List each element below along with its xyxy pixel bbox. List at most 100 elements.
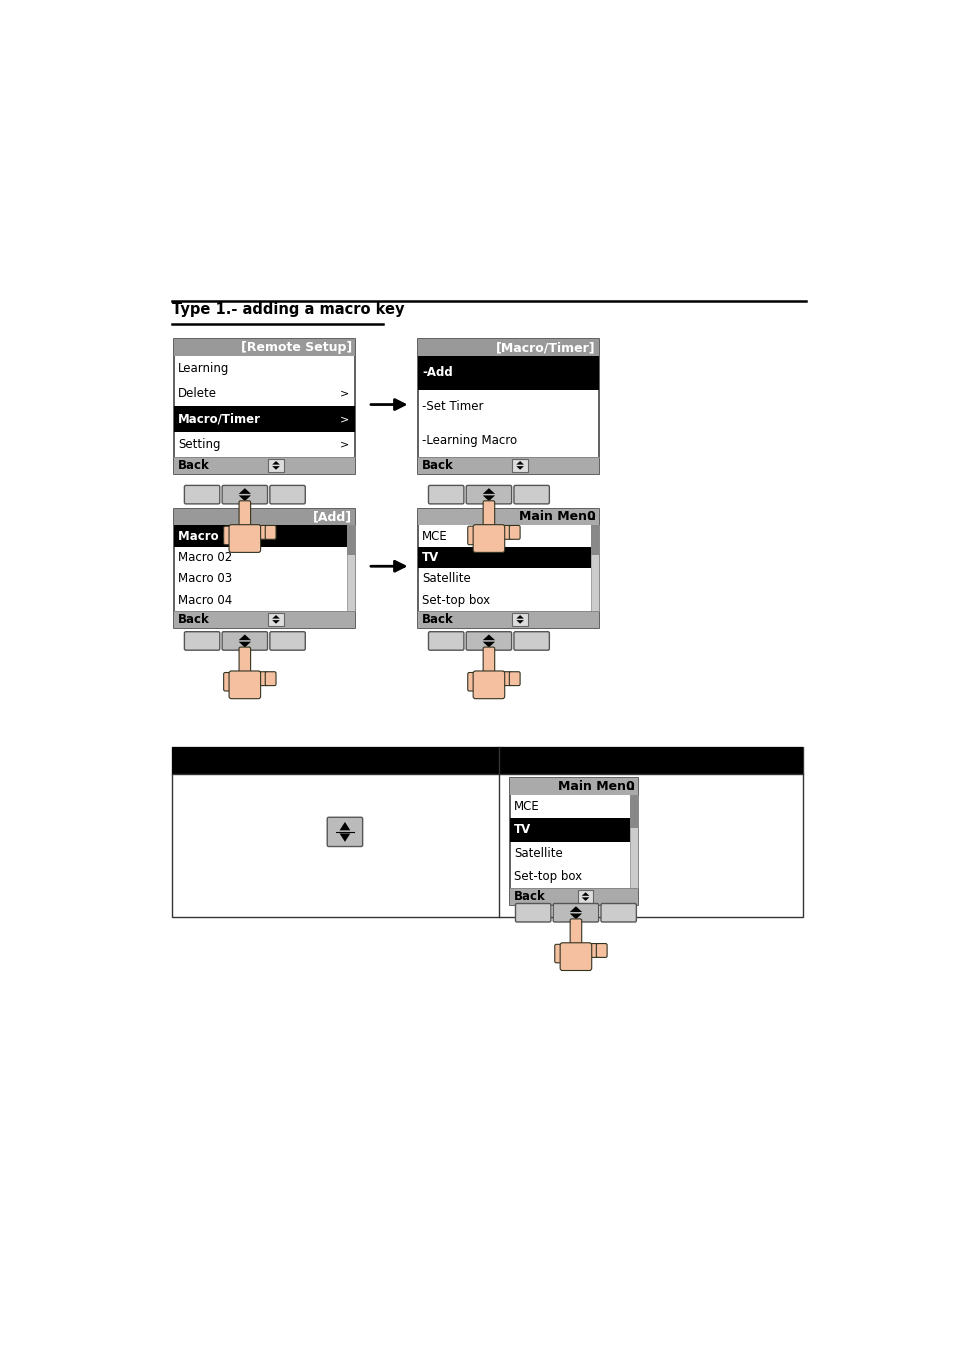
Bar (173, 612, 355, 628)
Text: Macro 02: Macro 02 (177, 551, 232, 564)
Text: Set-top box: Set-top box (514, 869, 582, 883)
Polygon shape (516, 616, 523, 618)
FancyBboxPatch shape (578, 944, 590, 957)
Bar (417, 356, 598, 390)
Polygon shape (238, 495, 251, 501)
Text: Satellite: Satellite (421, 572, 470, 586)
FancyBboxPatch shape (515, 903, 550, 922)
FancyBboxPatch shape (500, 525, 511, 539)
FancyBboxPatch shape (555, 944, 566, 963)
Text: Back: Back (177, 459, 210, 472)
Text: Satellite: Satellite (514, 846, 562, 860)
Bar (591, 525, 598, 612)
Polygon shape (482, 641, 495, 648)
FancyBboxPatch shape (270, 632, 305, 651)
FancyBboxPatch shape (467, 672, 479, 691)
Text: Back: Back (177, 613, 210, 626)
FancyBboxPatch shape (223, 526, 235, 544)
Polygon shape (516, 466, 523, 470)
FancyBboxPatch shape (184, 486, 219, 504)
Bar (173, 509, 355, 628)
FancyBboxPatch shape (466, 632, 511, 651)
Text: -Set Timer: -Set Timer (421, 400, 483, 413)
Text: Main Menu: Main Menu (557, 780, 634, 792)
Text: TV: TV (514, 824, 531, 837)
Bar (629, 795, 637, 828)
Polygon shape (272, 462, 279, 464)
Polygon shape (569, 906, 581, 913)
Bar (512, 459, 527, 471)
Bar (347, 525, 355, 612)
Bar (173, 406, 355, 432)
FancyBboxPatch shape (222, 632, 267, 651)
Polygon shape (482, 489, 495, 494)
Polygon shape (581, 892, 589, 896)
Polygon shape (339, 833, 350, 842)
FancyBboxPatch shape (466, 486, 511, 504)
Bar (417, 509, 598, 628)
Bar (417, 339, 598, 356)
FancyBboxPatch shape (229, 525, 260, 552)
Bar (173, 339, 355, 356)
FancyBboxPatch shape (265, 672, 275, 686)
Bar (173, 456, 355, 474)
Polygon shape (238, 489, 251, 494)
Bar (417, 547, 591, 568)
Text: Macro/Timer: Macro/Timer (177, 413, 260, 425)
Text: >: > (339, 439, 349, 450)
FancyBboxPatch shape (239, 501, 251, 528)
FancyBboxPatch shape (184, 632, 219, 651)
Bar (268, 613, 283, 625)
Text: [Remote Setup]: [Remote Setup] (240, 342, 352, 354)
Text: MCE: MCE (514, 801, 539, 813)
Text: [Macro/Timer]: [Macro/Timer] (496, 342, 596, 354)
Bar (417, 456, 598, 474)
FancyBboxPatch shape (270, 486, 305, 504)
FancyBboxPatch shape (596, 944, 606, 957)
FancyBboxPatch shape (600, 903, 636, 922)
FancyBboxPatch shape (239, 647, 251, 675)
FancyBboxPatch shape (229, 671, 260, 699)
Polygon shape (272, 620, 279, 624)
FancyBboxPatch shape (559, 942, 591, 971)
Text: Set-top box: Set-top box (421, 594, 490, 606)
Polygon shape (482, 634, 495, 640)
Bar (578, 891, 593, 903)
Polygon shape (581, 898, 589, 900)
Bar (510, 818, 629, 841)
Polygon shape (516, 620, 523, 624)
Text: Type 1.- adding a macro key: Type 1.- adding a macro key (172, 302, 404, 317)
Text: TV: TV (421, 551, 438, 564)
Text: 0: 0 (624, 780, 633, 792)
Bar (172, 747, 802, 917)
Text: Delete: Delete (177, 387, 216, 401)
Text: [Add]: [Add] (313, 510, 352, 524)
Bar (172, 747, 802, 774)
Polygon shape (272, 616, 279, 618)
FancyBboxPatch shape (327, 817, 362, 846)
FancyBboxPatch shape (473, 671, 504, 699)
FancyBboxPatch shape (482, 647, 495, 675)
Text: Main Menu: Main Menu (518, 510, 596, 524)
Bar (629, 795, 637, 888)
Text: >: > (339, 414, 349, 424)
FancyBboxPatch shape (492, 525, 502, 539)
Bar (510, 778, 637, 904)
Text: -Add: -Add (421, 366, 453, 379)
Bar (268, 459, 283, 471)
FancyBboxPatch shape (514, 486, 549, 504)
FancyBboxPatch shape (553, 903, 598, 922)
Text: Setting: Setting (177, 437, 220, 451)
Text: MCE: MCE (421, 529, 447, 543)
FancyBboxPatch shape (428, 486, 463, 504)
FancyBboxPatch shape (222, 486, 267, 504)
Text: Macro 03: Macro 03 (177, 572, 232, 586)
Text: -Learning Macro: -Learning Macro (421, 433, 517, 447)
FancyBboxPatch shape (509, 525, 519, 539)
FancyBboxPatch shape (570, 919, 581, 946)
Bar (417, 612, 598, 628)
Polygon shape (516, 462, 523, 464)
Bar (510, 888, 637, 905)
Bar (173, 339, 355, 474)
FancyBboxPatch shape (265, 525, 275, 539)
